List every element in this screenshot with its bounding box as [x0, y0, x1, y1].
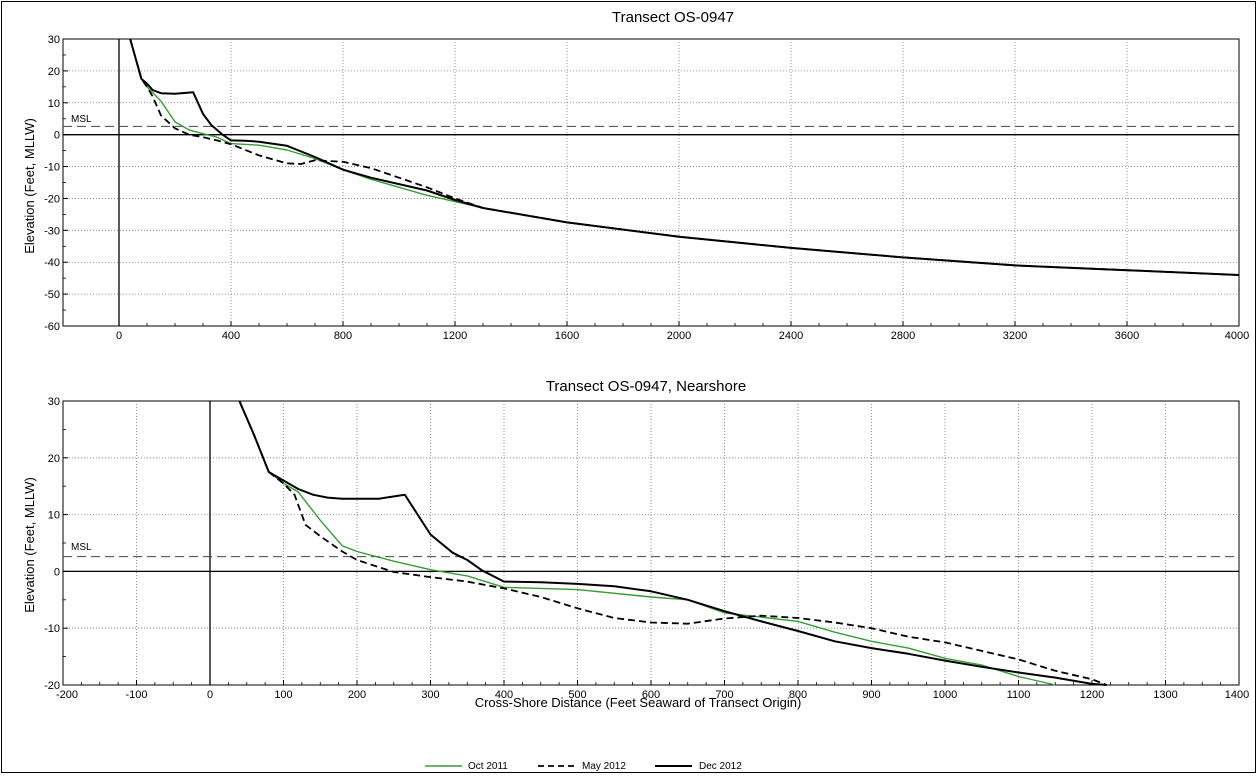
- y-tick-label: -10: [44, 162, 60, 174]
- chart-title: Transect OS-0947, Nearshore: [546, 378, 746, 395]
- x-axis-label: Cross-Shore Distance (Feet Seaward of Tr…: [475, 695, 802, 710]
- grid: [62, 38, 1240, 327]
- x-tick-label: 1100: [1007, 689, 1031, 701]
- y-tick-label: 10: [48, 98, 60, 110]
- y-axis-label: Elevation (Feet, MLLW): [22, 118, 37, 254]
- x-tick-label: 200: [348, 689, 366, 701]
- y-tick-label: 30: [48, 396, 60, 408]
- x-tick-label: 800: [789, 689, 807, 701]
- x-tick-label: 400: [222, 330, 240, 342]
- x-tick-label: 700: [715, 689, 733, 701]
- y-tick-label: 20: [48, 453, 60, 465]
- series-line-may-2012: [238, 400, 1108, 686]
- x-tick-label: 1000: [933, 689, 957, 701]
- msl-label: MSL: [71, 114, 92, 125]
- y-tick-label: 20: [48, 66, 60, 78]
- x-tick-label: -200: [56, 689, 78, 701]
- legend-label-oct-2011: Oct 2011: [468, 761, 508, 772]
- y-tick-label: -60: [44, 321, 60, 333]
- grid: [62, 400, 1240, 686]
- x-tick-label: 1400: [1225, 689, 1249, 701]
- y-tick-label: 10: [48, 510, 60, 522]
- series-line-may-2012: [129, 38, 1240, 276]
- x-tick-label: 100: [274, 689, 292, 701]
- x-tick-label: 0: [207, 689, 213, 701]
- y-tick-label: -20: [44, 680, 60, 692]
- y-tick-label: 0: [54, 566, 60, 578]
- x-tick-label: 0: [116, 330, 122, 342]
- x-tick-label: 4000: [1225, 330, 1249, 342]
- y-tick-label: -10: [44, 623, 60, 635]
- x-tick-label: 800: [334, 330, 352, 342]
- x-tick-label: 1200: [1080, 689, 1104, 701]
- panel-full-transect: Transect OS-0947 Elevation (Feet, MLLW) …: [22, 9, 1249, 342]
- y-tick-label: -40: [44, 257, 60, 269]
- y-tick-label: -50: [44, 289, 60, 301]
- x-tick-label: -100: [125, 689, 147, 701]
- y-tick-label: 0: [54, 130, 60, 142]
- series-line-dec-2012: [238, 400, 1107, 686]
- x-tick-label: 2000: [667, 330, 691, 342]
- y-tick-label: -20: [44, 193, 60, 205]
- legend-label-may-2012: May 2012: [582, 761, 626, 772]
- x-tick-label: 300: [421, 689, 439, 701]
- x-tick-label: 1300: [1153, 689, 1177, 701]
- legend-label-dec-2012: Dec 2012: [699, 761, 742, 772]
- panel-nearshore: Transect OS-0947, Nearshore Elevation (F…: [22, 378, 1249, 710]
- x-tick-label: 400: [495, 689, 513, 701]
- y-tick-label: -30: [44, 225, 60, 237]
- x-tick-label: 500: [568, 689, 586, 701]
- chart-title: Transect OS-0947: [612, 9, 734, 26]
- x-tick-label: 3200: [1003, 330, 1027, 342]
- msl-label: MSL: [71, 542, 92, 553]
- plot-area: [62, 38, 1240, 327]
- x-tick-label: 2400: [779, 330, 803, 342]
- x-tick-label: 1600: [555, 330, 579, 342]
- x-tick-label: 900: [862, 689, 880, 701]
- x-tick-label: 3600: [1115, 330, 1139, 342]
- x-tick-label: 1200: [443, 330, 467, 342]
- y-axis-label: Elevation (Feet, MLLW): [22, 477, 37, 613]
- y-tick-label: 30: [48, 34, 60, 46]
- x-tick-label: 2800: [891, 330, 915, 342]
- x-tick-label: 600: [642, 689, 660, 701]
- series-line-oct-2011: [129, 38, 1240, 276]
- series-line-dec-2012: [129, 38, 1240, 276]
- series-line-oct-2011: [238, 400, 1056, 686]
- legend: Oct 2011 May 2012 Dec 2012: [425, 761, 742, 772]
